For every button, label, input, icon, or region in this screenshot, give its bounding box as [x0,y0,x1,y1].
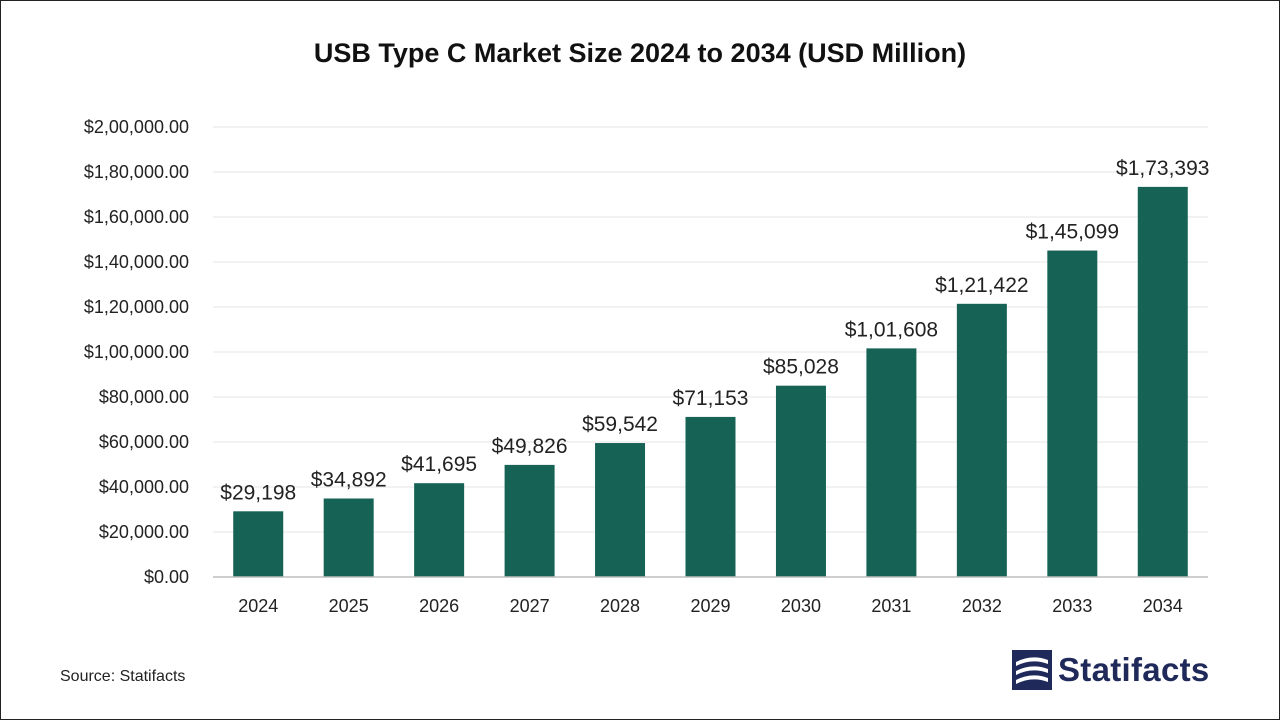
x-tick-label: 2028 [600,596,640,616]
bar-2027 [504,464,555,577]
bar-2033 [1047,250,1098,577]
data-label: $29,198 [220,481,296,504]
statifacts-logo-icon [1012,650,1052,690]
chart-title: USB Type C Market Size 2024 to 2034 (USD… [313,38,967,68]
y-tick-label: $1,40,000.00 [84,252,189,272]
data-label: $41,695 [401,453,477,476]
x-tick-label: 2027 [510,596,550,616]
x-tick-label: 2029 [690,596,730,616]
data-label: $59,542 [582,413,658,436]
data-label: $71,153 [673,387,749,410]
data-label: $49,826 [492,435,568,458]
y-tick-label: $1,00,000.00 [84,342,189,362]
bar-2025 [323,498,374,577]
y-tick-label: $0.00 [144,567,189,587]
data-label: $1,73,393 [1116,157,1209,180]
y-tick-label: $2,00,000.00 [84,117,189,137]
source-note: Source: Statifacts [60,668,186,685]
data-labels: $29,198 $34,892 $41,695 $49,826 $59,542 $71,1… [220,157,1209,504]
bar-2030 [775,385,826,577]
bar-2031 [866,348,917,577]
statifacts-logo: Statifacts [1012,650,1210,690]
y-tick-label: $80,000.00 [99,387,189,407]
y-axis-ticks: $0.00 $20,000.00 $40,000.00 $60,000.00 $80,0… [84,117,189,587]
bar-2028 [595,443,646,577]
bar-2026 [414,483,465,577]
x-tick-label: 2025 [329,596,369,616]
x-tick-label: 2034 [1143,596,1183,616]
bar-2032 [956,303,1007,577]
x-tick-label: 2024 [238,596,278,616]
x-tick-label: 2031 [871,596,911,616]
x-axis-ticks: 2024 2025 2026 2027 2028 2029 2030 2031 2032 2033… [238,596,1183,616]
y-tick-label: $40,000.00 [99,477,189,497]
data-label: $85,028 [763,356,839,379]
y-tick-label: $60,000.00 [99,432,189,452]
bars [233,186,1188,577]
x-tick-label: 2033 [1052,596,1092,616]
data-label: $1,45,099 [1026,221,1119,244]
y-tick-label: $1,60,000.00 [84,207,189,227]
bar-2034 [1137,186,1188,577]
x-tick-label: 2026 [419,596,459,616]
data-label: $34,892 [311,468,387,491]
logo-text: Statifacts [1058,651,1210,688]
data-label: $1,01,608 [845,318,938,341]
y-tick-label: $20,000.00 [99,522,189,542]
bar-2029 [685,416,736,577]
y-tick-label: $1,20,000.00 [84,297,189,317]
y-tick-label: $1,80,000.00 [84,162,189,182]
x-tick-label: 2030 [781,596,821,616]
bar-2024 [233,511,284,577]
data-label: $1,21,422 [935,274,1028,297]
x-tick-label: 2032 [962,596,1002,616]
